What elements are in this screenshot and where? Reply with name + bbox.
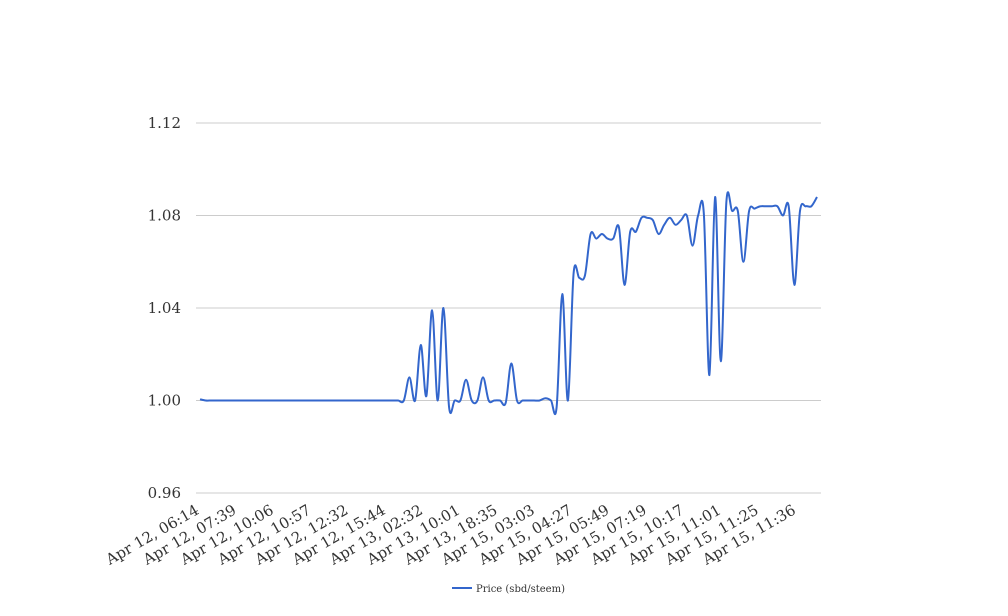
y-tick-label: 1.08 (148, 207, 181, 225)
y-tick-label: 0.96 (148, 484, 181, 502)
legend: Price (sbd/steem) (452, 584, 565, 595)
series-line-price (199, 191, 818, 416)
y-tick-label: 1.12 (148, 114, 181, 132)
series-layer (199, 191, 818, 416)
y-tick-label: 1.00 (148, 392, 181, 410)
y-axis-ticks: 0.96 1.00 1.04 1.08 1.12 (148, 114, 181, 502)
y-tick-label: 1.04 (148, 299, 181, 317)
legend-label: Price (sbd/steem) (476, 584, 565, 595)
gridlines (196, 122, 821, 494)
